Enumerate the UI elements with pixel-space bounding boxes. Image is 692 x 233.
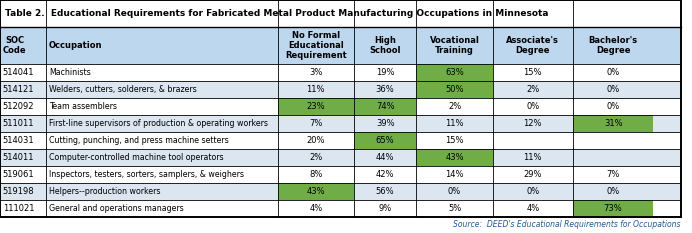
Text: 11%: 11% <box>524 153 542 162</box>
Text: Source:  DEED's Educational Requirements for Occupations: Source: DEED's Educational Requirements … <box>453 220 680 229</box>
Text: 20%: 20% <box>307 136 325 145</box>
Text: 11%: 11% <box>307 85 325 94</box>
Bar <box>0 64 680 81</box>
Text: 0%: 0% <box>606 85 620 94</box>
Text: 519061: 519061 <box>3 170 35 179</box>
Text: 7%: 7% <box>606 170 620 179</box>
Text: General and operations managers: General and operations managers <box>49 204 184 213</box>
Text: 9%: 9% <box>379 204 392 213</box>
Bar <box>277 98 354 115</box>
Text: 19%: 19% <box>376 68 394 77</box>
Text: 5%: 5% <box>448 204 461 213</box>
Text: 65%: 65% <box>376 136 394 145</box>
Bar <box>417 149 493 166</box>
Text: 0%: 0% <box>606 102 620 111</box>
Bar <box>573 200 653 217</box>
Text: 8%: 8% <box>309 170 322 179</box>
Text: Associate's
Degree: Associate's Degree <box>507 36 559 55</box>
Text: 42%: 42% <box>376 170 394 179</box>
Text: 43%: 43% <box>307 187 325 196</box>
Text: 39%: 39% <box>376 119 394 128</box>
Bar <box>0 183 680 200</box>
Text: 2%: 2% <box>526 85 540 94</box>
Text: 36%: 36% <box>376 85 394 94</box>
Text: Machinists: Machinists <box>49 68 91 77</box>
Text: 0%: 0% <box>606 187 620 196</box>
Text: Bachelor's
Degree: Bachelor's Degree <box>589 36 638 55</box>
Text: 514011: 514011 <box>3 153 34 162</box>
Text: 511011: 511011 <box>3 119 34 128</box>
Text: Team assemblers: Team assemblers <box>49 102 117 111</box>
Text: Inspectors, testers, sorters, samplers, & weighers: Inspectors, testers, sorters, samplers, … <box>49 170 244 179</box>
Bar <box>354 98 417 115</box>
Text: Helpers--production workers: Helpers--production workers <box>49 187 161 196</box>
Text: 12%: 12% <box>524 119 542 128</box>
Text: 514031: 514031 <box>3 136 35 145</box>
Text: 15%: 15% <box>446 136 464 145</box>
Text: 29%: 29% <box>524 170 542 179</box>
Text: No Formal
Educational
Requirement: No Formal Educational Requirement <box>285 31 347 60</box>
Text: SOC
Code: SOC Code <box>3 36 26 55</box>
Text: 14%: 14% <box>446 170 464 179</box>
Text: 0%: 0% <box>448 187 461 196</box>
Text: 4%: 4% <box>526 204 540 213</box>
Text: 4%: 4% <box>309 204 322 213</box>
Text: 73%: 73% <box>603 204 623 213</box>
Bar <box>354 132 417 149</box>
Bar <box>0 200 680 217</box>
Bar <box>417 81 493 98</box>
Text: First-line supervisors of production & operating workers: First-line supervisors of production & o… <box>49 119 268 128</box>
Text: 512092: 512092 <box>3 102 34 111</box>
Text: 514041: 514041 <box>3 68 34 77</box>
Text: 0%: 0% <box>606 68 620 77</box>
Text: 3%: 3% <box>309 68 322 77</box>
Text: 23%: 23% <box>307 102 325 111</box>
Text: 111021: 111021 <box>3 204 34 213</box>
Bar <box>0 166 680 183</box>
Text: Cutting, punching, and press machine setters: Cutting, punching, and press machine set… <box>49 136 229 145</box>
Text: 31%: 31% <box>604 119 622 128</box>
Bar <box>0 27 680 64</box>
Text: 56%: 56% <box>376 187 394 196</box>
Bar <box>573 115 653 132</box>
Text: 7%: 7% <box>309 119 322 128</box>
Text: 74%: 74% <box>376 102 394 111</box>
Text: 519198: 519198 <box>3 187 35 196</box>
Text: 50%: 50% <box>446 85 464 94</box>
Text: 2%: 2% <box>309 153 322 162</box>
Text: 2%: 2% <box>448 102 461 111</box>
Bar <box>277 183 354 200</box>
Text: 514121: 514121 <box>3 85 34 94</box>
Text: Computer-controlled machine tool operators: Computer-controlled machine tool operato… <box>49 153 224 162</box>
Text: Welders, cutters, solderers, & brazers: Welders, cutters, solderers, & brazers <box>49 85 197 94</box>
Text: Vocational
Training: Vocational Training <box>430 36 480 55</box>
Bar <box>0 98 680 115</box>
Bar <box>0 81 680 98</box>
Text: 43%: 43% <box>445 153 464 162</box>
Bar <box>0 115 680 132</box>
Bar <box>417 64 493 81</box>
Text: Occupation: Occupation <box>49 41 102 50</box>
Bar <box>0 149 680 166</box>
Text: 44%: 44% <box>376 153 394 162</box>
Text: 0%: 0% <box>526 102 540 111</box>
Text: 15%: 15% <box>524 68 542 77</box>
Bar <box>0 0 680 27</box>
Text: 63%: 63% <box>445 68 464 77</box>
Text: 11%: 11% <box>446 119 464 128</box>
Text: Table 2.  Educational Requirements for Fabricated Metal Product Manufacturing Oc: Table 2. Educational Requirements for Fa… <box>6 9 549 18</box>
Text: High
School: High School <box>370 36 401 55</box>
Bar <box>0 132 680 149</box>
Text: 0%: 0% <box>526 187 540 196</box>
